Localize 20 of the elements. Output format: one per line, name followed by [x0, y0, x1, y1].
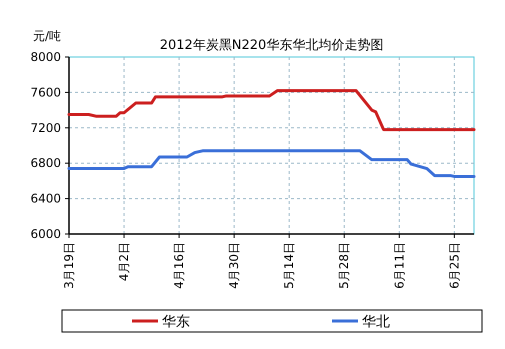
legend-label: 华东	[162, 314, 190, 330]
x-tick-label: 5月28日	[337, 242, 352, 289]
x-tick-label: 5月14日	[282, 242, 296, 289]
chart-title: 2012年炭黑N220华东华北均价走势图	[160, 38, 384, 53]
x-tick-label: 4月30日	[227, 242, 242, 289]
y-tick-label: 7200	[30, 120, 61, 135]
x-tick-label: 4月2日	[117, 242, 132, 282]
line-series	[68, 89, 476, 132]
y-tick-label: 8000	[30, 50, 61, 64]
x-tick-label: 3月19日	[62, 242, 76, 289]
x-tick-label: 6月11日	[392, 242, 406, 289]
x-tick-label: 4月16日	[172, 242, 186, 289]
y-tick-label: 7600	[30, 85, 61, 100]
y-tick-label: 6800	[30, 156, 61, 170]
y-axis-title: 元/吨	[33, 29, 62, 43]
line-series	[68, 149, 476, 178]
legend-label: 华北	[362, 314, 390, 330]
x-tick-label: 6月25日	[447, 242, 462, 289]
y-tick-label: 6000	[30, 227, 61, 241]
y-tick-label: 6400	[30, 192, 61, 206]
